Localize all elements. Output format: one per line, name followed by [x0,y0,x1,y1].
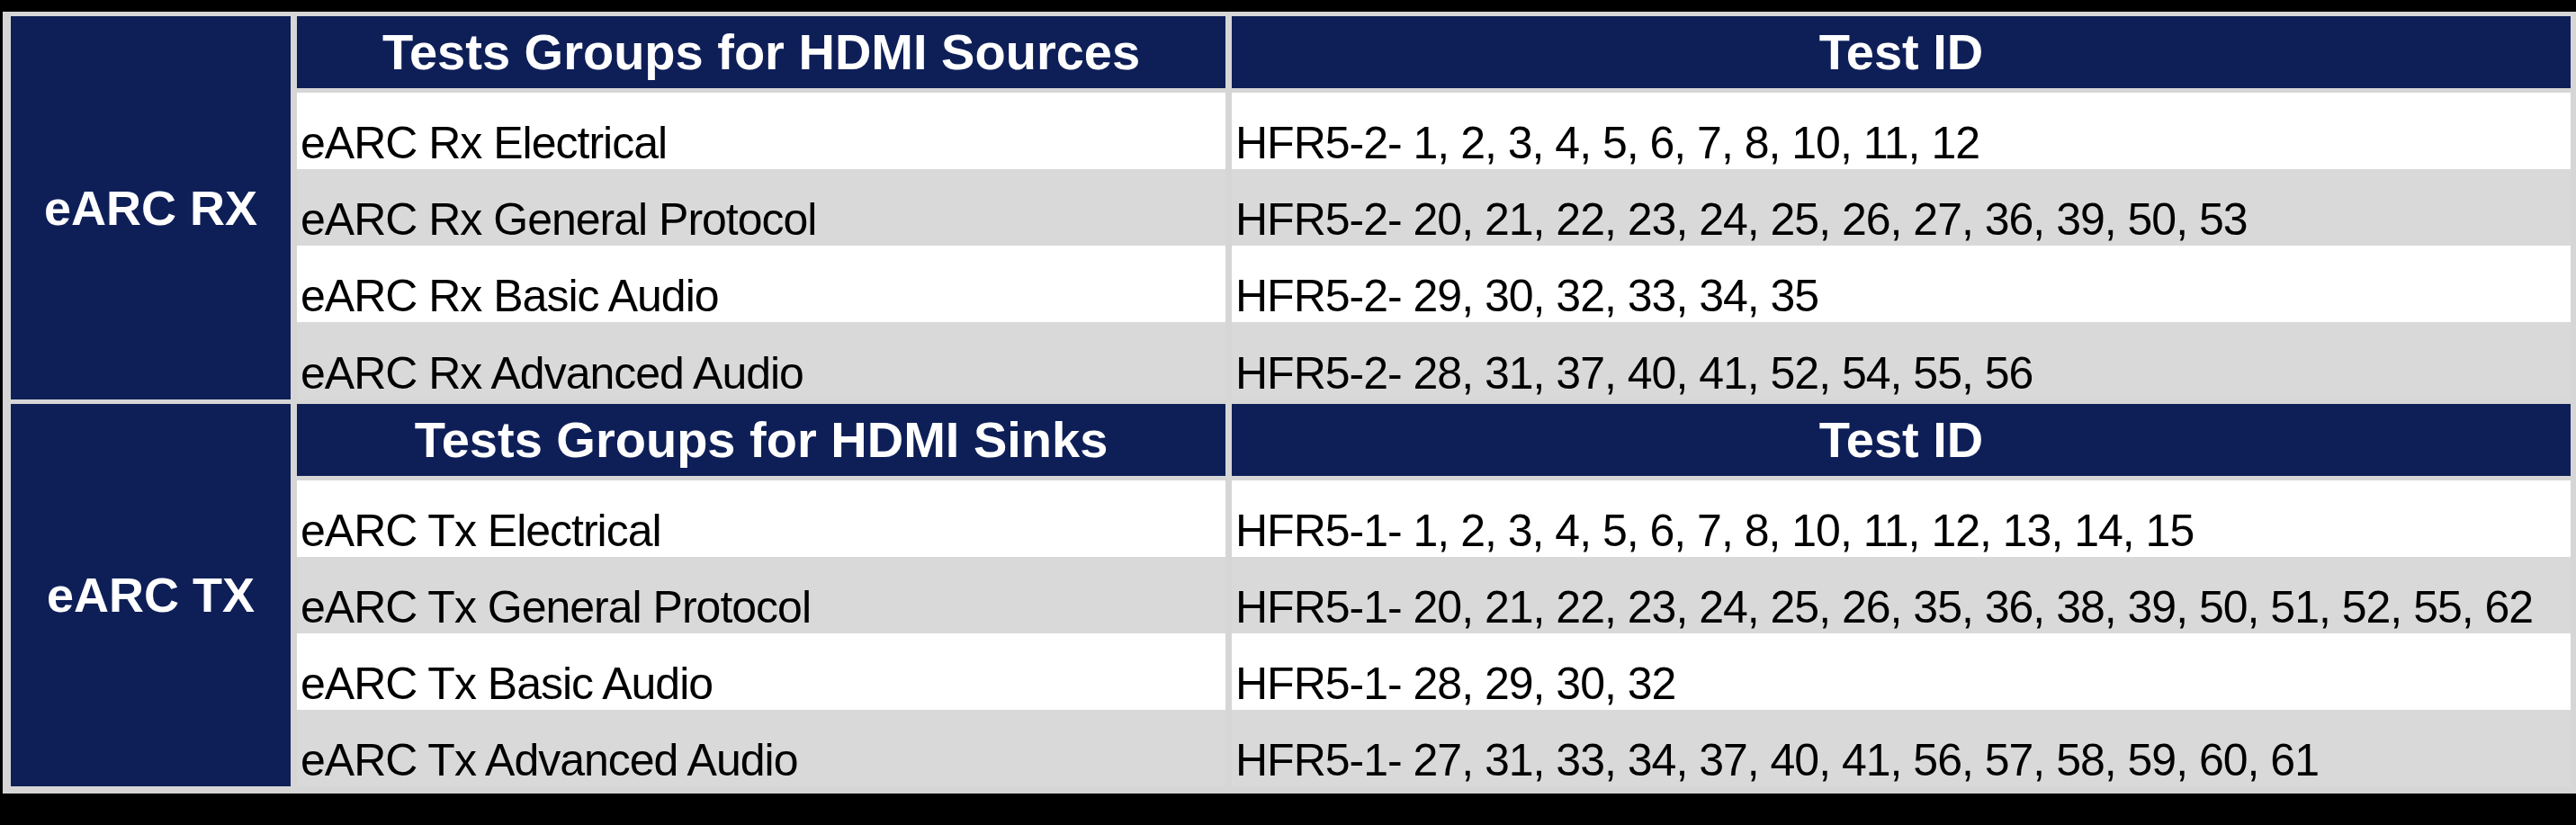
section-row-label: eARC RX [44,184,257,232]
test-group-text: eARC Rx General Protocol [301,193,816,246]
test-id-cell: HFR5-2- 28, 31, 37, 40, 41, 52, 54, 55, … [1232,322,2571,399]
test-id-cell: HFR5-1- 27, 31, 33, 34, 37, 40, 41, 56, … [1232,710,2571,786]
group-header-cell: Tests Groups for HDMI Sources [297,16,1225,88]
test-group-cell: eARC Tx General Protocol [297,557,1225,633]
test-id-text: HFR5-2- 28, 31, 37, 40, 41, 52, 54, 55, … [1235,347,2033,399]
test-group-text: eARC Tx General Protocol [301,581,811,633]
test-group-cell: eARC Tx Advanced Audio [297,710,1225,786]
test-id-text: HFR5-2- 29, 30, 32, 33, 34, 35 [1235,270,1818,322]
test-group-cell: eARC Rx General Protocol [297,169,1225,246]
test-id-cell: HFR5-2- 20, 21, 22, 23, 24, 25, 26, 27, … [1232,169,2571,246]
test-id-cell: HFR5-2- 29, 30, 32, 33, 34, 35 [1232,246,2571,322]
test-group-cell: eARC Rx Basic Audio [297,246,1225,322]
test-id-cell: HFR5-1- 28, 29, 30, 32 [1232,633,2571,710]
table-section: eARC RX Tests Groups for HDMI Sources Te… [11,16,2571,399]
test-id-cell: HFR5-1- 20, 21, 22, 23, 24, 25, 26, 35, … [1232,557,2571,633]
test-id-text: HFR5-1- 28, 29, 30, 32 [1235,658,1675,710]
group-header-label: Tests Groups for HDMI Sources [382,27,1140,77]
section-row-label: eARC TX [47,570,255,619]
test-group-text: eARC Tx Advanced Audio [301,734,797,786]
section-row-label-cell: eARC RX [11,16,291,399]
table-section: eARC TX Tests Groups for HDMI Sinks Test… [11,404,2571,787]
test-id-header-cell: Test ID [1232,16,2571,88]
earc-test-groups-table: eARC RX Tests Groups for HDMI Sources Te… [3,12,2576,794]
test-group-text: eARC Rx Advanced Audio [301,347,803,399]
test-group-cell: eARC Tx Basic Audio [297,633,1225,710]
test-id-text: HFR5-2- 1, 2, 3, 4, 5, 6, 7, 8, 10, 11, … [1235,117,1979,169]
test-group-cell: eARC Rx Advanced Audio [297,322,1225,399]
test-group-text: eARC Tx Basic Audio [301,658,713,710]
test-id-cell: HFR5-1- 1, 2, 3, 4, 5, 6, 7, 8, 10, 11, … [1232,480,2571,557]
test-id-text: HFR5-1- 1, 2, 3, 4, 5, 6, 7, 8, 10, 11, … [1235,505,2194,557]
test-group-text: eARC Rx Electrical [301,117,667,169]
test-id-header-label: Test ID [1819,415,1984,465]
group-header-label: Tests Groups for HDMI Sinks [415,415,1108,465]
group-header-cell: Tests Groups for HDMI Sinks [297,404,1225,476]
test-group-text: eARC Rx Basic Audio [301,270,719,322]
test-id-text: HFR5-2- 20, 21, 22, 23, 24, 25, 26, 27, … [1235,193,2248,246]
test-id-header-cell: Test ID [1232,404,2571,476]
test-id-text: HFR5-1- 20, 21, 22, 23, 24, 25, 26, 35, … [1235,581,2533,633]
section-row-label-cell: eARC TX [11,404,291,787]
test-id-header-label: Test ID [1819,27,1984,77]
test-group-cell: eARC Rx Electrical [297,93,1225,169]
test-group-cell: eARC Tx Electrical [297,480,1225,557]
test-id-cell: HFR5-2- 1, 2, 3, 4, 5, 6, 7, 8, 10, 11, … [1232,93,2571,169]
test-group-text: eARC Tx Electrical [301,505,661,557]
test-id-text: HFR5-1- 27, 31, 33, 34, 37, 40, 41, 56, … [1235,734,2319,786]
